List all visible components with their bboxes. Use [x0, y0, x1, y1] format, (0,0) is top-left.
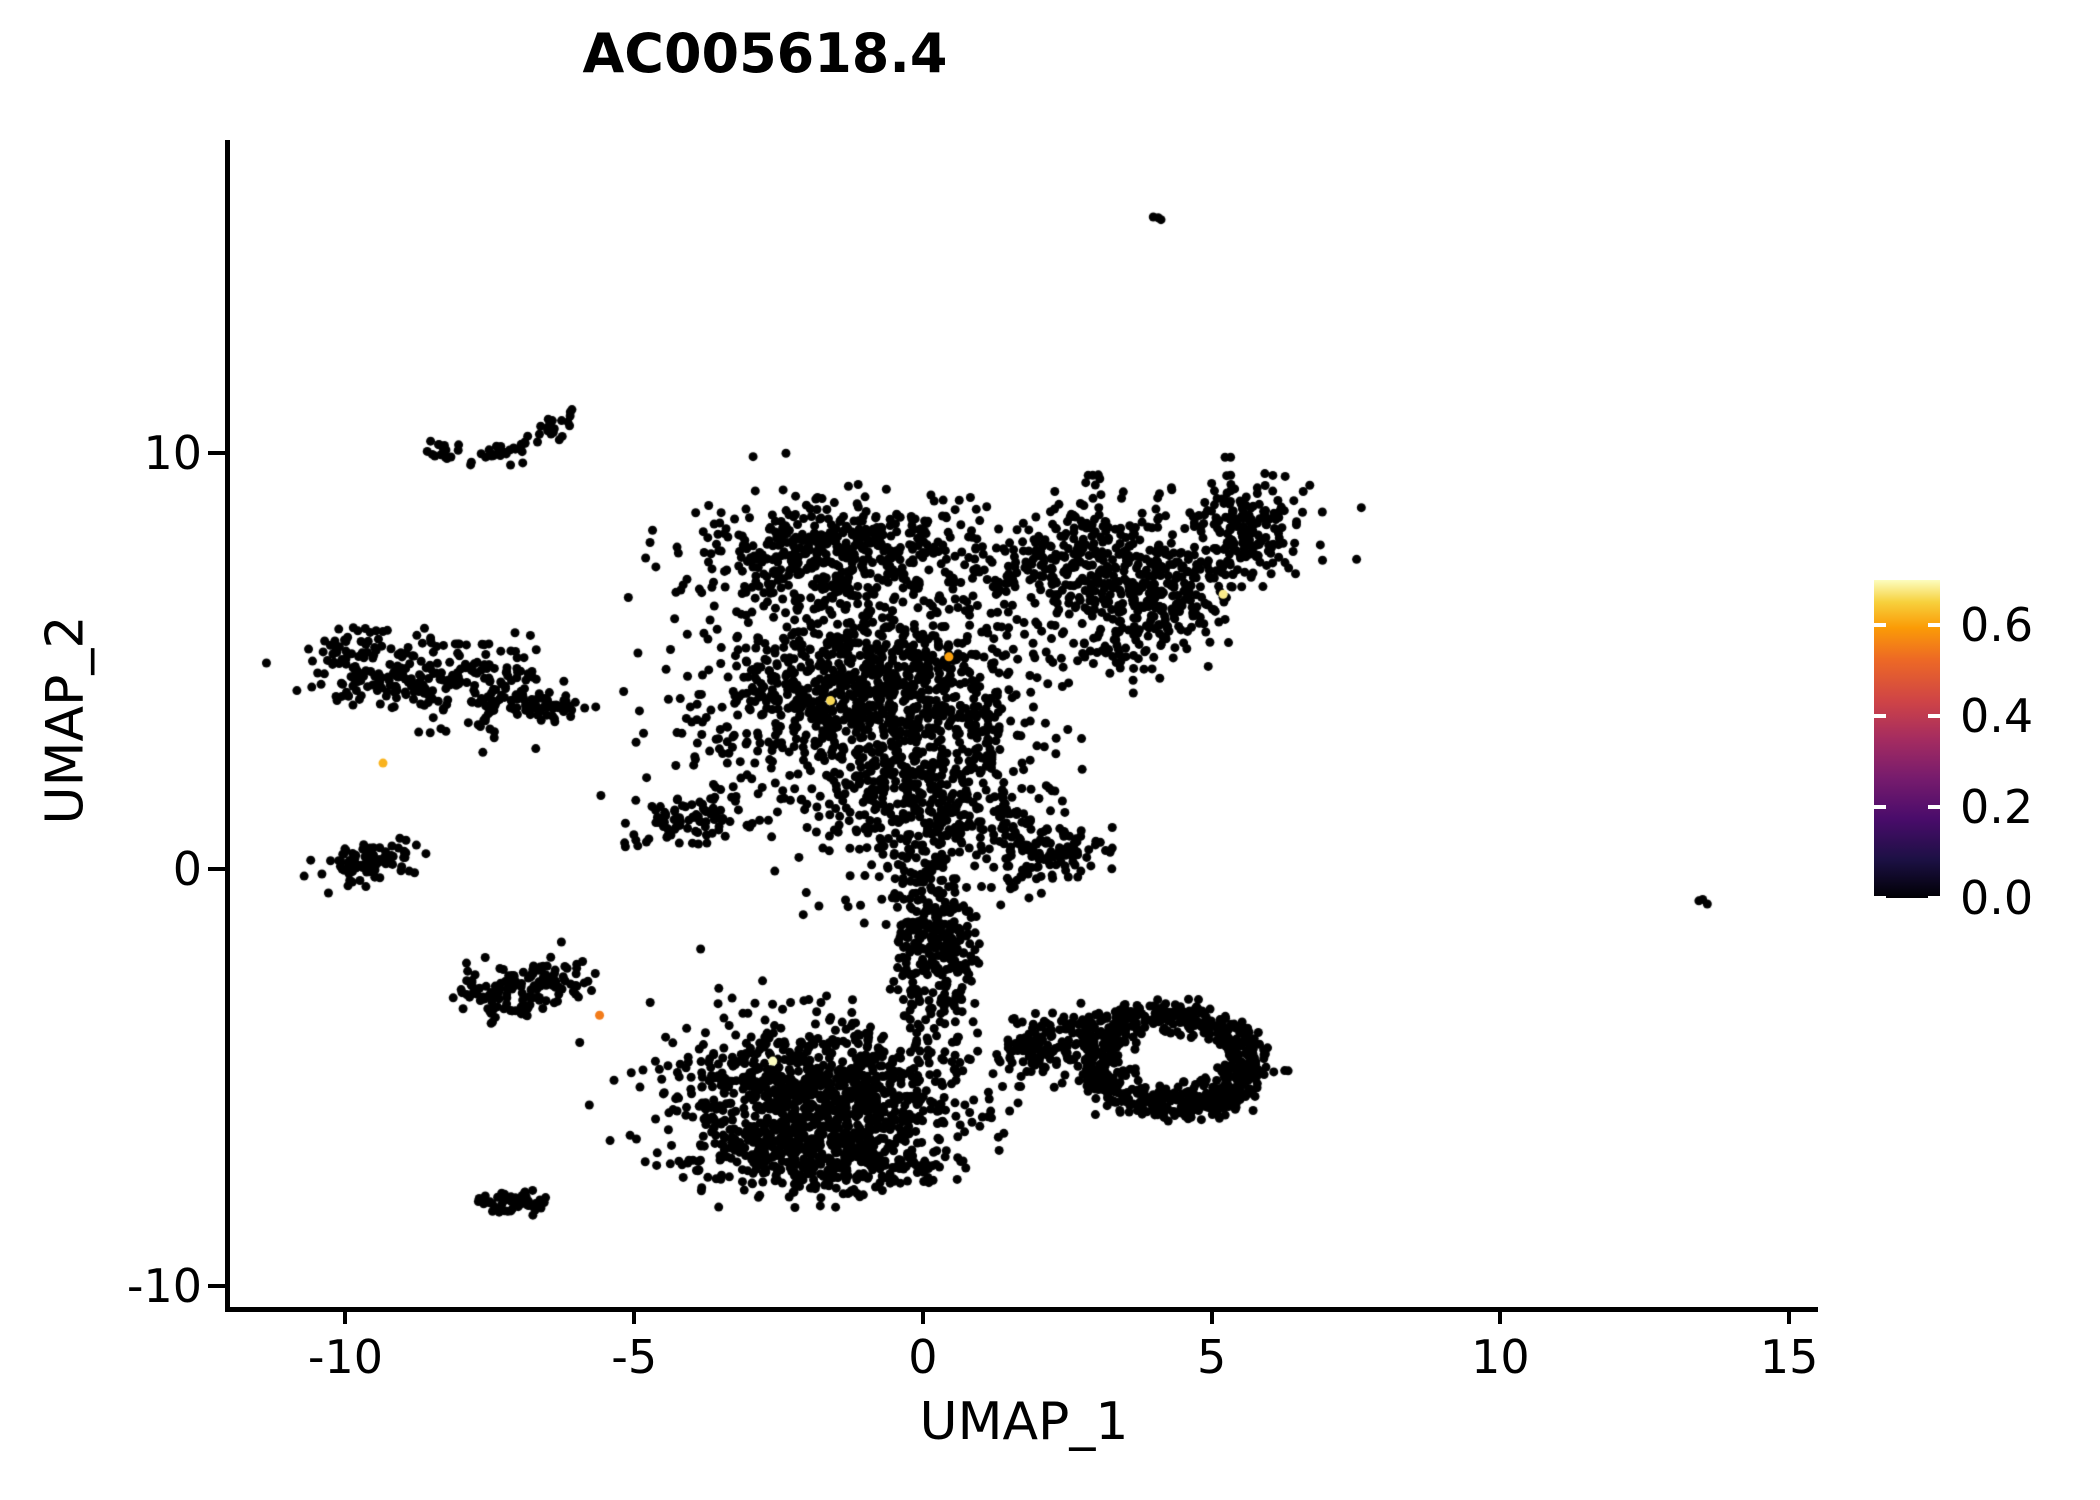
x-tick-mark [920, 1307, 925, 1324]
x-tick-mark [632, 1307, 637, 1324]
colorbar-tick-mark [1928, 623, 1940, 628]
x-tick-label: 10 [1471, 1330, 1530, 1384]
y-axis-label: UMAP_2 [35, 615, 96, 825]
page-title: AC005618.4 [582, 22, 948, 85]
x-tick-mark [1498, 1307, 1503, 1324]
colorbar-tick-mark [1928, 896, 1940, 900]
colorbar-gradient [1874, 580, 1940, 898]
colorbar-tick-label: 0.2 [1960, 780, 2034, 835]
colorbar-tick-label: 0.0 [1960, 871, 2034, 925]
x-tick-label: 15 [1759, 1330, 1819, 1384]
y-tick-label: 0 [172, 842, 202, 897]
scatter-plot-canvas [230, 140, 1818, 1307]
x-tick-mark [1787, 1307, 1792, 1324]
colorbar-tick-mark [1874, 896, 1886, 900]
colorbar-tick-mark [1928, 714, 1940, 719]
x-axis-label: UMAP_1 [919, 1392, 1129, 1452]
colorbar-tick-mark [1874, 714, 1886, 719]
x-tick-label: -10 [307, 1330, 384, 1384]
x-tick-mark [1209, 1307, 1214, 1324]
colorbar-tick-mark [1928, 805, 1940, 810]
colorbar-tick-label: 0.4 [1960, 689, 2034, 744]
x-tick-label: -5 [611, 1330, 658, 1384]
y-tick-label: -10 [126, 1259, 202, 1314]
y-axis-spine [225, 140, 230, 1312]
x-tick-label: 0 [908, 1330, 938, 1384]
x-axis-spine [225, 1307, 1818, 1312]
x-tick-mark [343, 1307, 348, 1324]
x-tick-label: 5 [1197, 1330, 1227, 1384]
y-tick-mark [208, 1284, 225, 1289]
y-tick-mark [208, 450, 225, 455]
colorbar-tick-mark [1874, 623, 1886, 628]
y-tick-label: 10 [143, 425, 202, 480]
plot-axes: -10 -5 0 5 10 15 -10 0 10 [127, 140, 1818, 1384]
colorbar-tick-label: 0.6 [1960, 598, 2034, 653]
colorbar-legend: 0.0 0.2 0.4 0.6 [1874, 580, 2033, 925]
colorbar-tick-mark [1874, 805, 1886, 810]
y-tick-mark [208, 867, 225, 872]
